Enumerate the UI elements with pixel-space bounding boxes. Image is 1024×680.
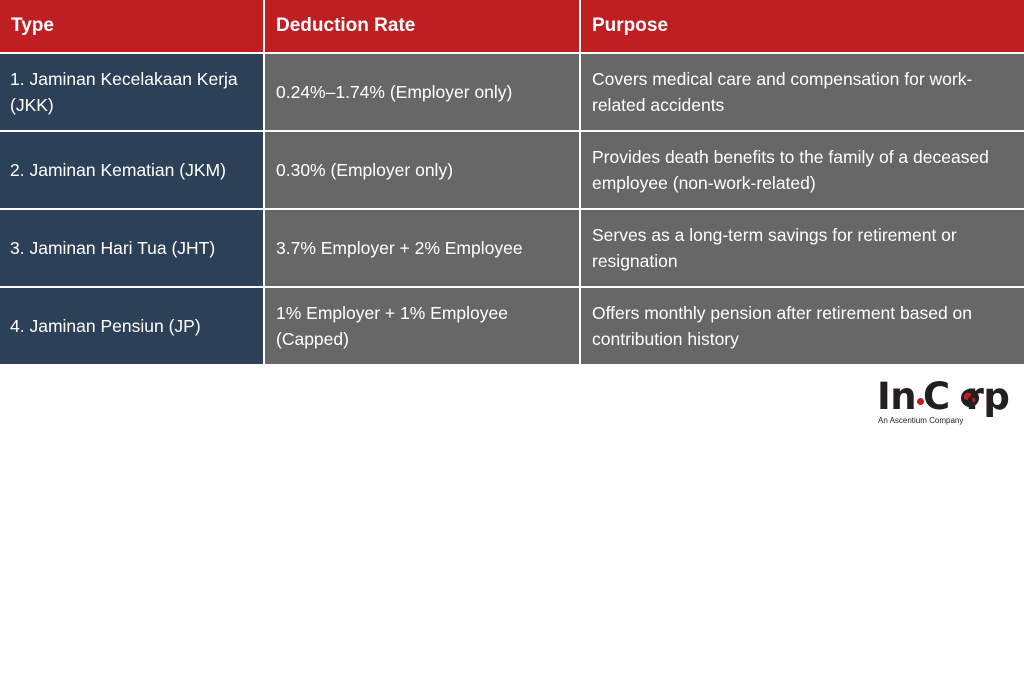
row-2-rate: 0.30% (Employer only) bbox=[265, 132, 579, 208]
row-1-rate: 0.24%–1.74% (Employer only) bbox=[265, 54, 579, 130]
row-4-purpose: Offers monthly pension after retirement … bbox=[581, 288, 1024, 364]
incorp-logo: In C rp An Ascentium Company bbox=[877, 377, 1017, 427]
row-3-purpose: Serves as a long-term savings for retire… bbox=[581, 210, 1024, 286]
logo-dot bbox=[917, 398, 924, 405]
row-3-rate: 3.7% Employer + 2% Employee bbox=[265, 210, 579, 286]
header-type: Type bbox=[0, 0, 263, 52]
deduction-table: Type Deduction Rate Purpose 1. Jaminan K… bbox=[0, 0, 1024, 364]
row-4-type: 4. Jaminan Pensiun (JP) bbox=[0, 288, 263, 364]
header-deduction-rate: Deduction Rate bbox=[265, 0, 579, 52]
row-1-purpose: Covers medical care and compensation for… bbox=[581, 54, 1024, 130]
row-3-type: 3. Jaminan Hari Tua (JHT) bbox=[0, 210, 263, 286]
row-2-purpose: Provides death benefits to the family of… bbox=[581, 132, 1024, 208]
header-purpose: Purpose bbox=[581, 0, 1024, 52]
logo-tagline: An Ascentium Company bbox=[878, 416, 964, 425]
globe-icon bbox=[961, 389, 979, 407]
logo-wordmark: In C rp bbox=[877, 375, 1010, 418]
row-2-type: 2. Jaminan Kematian (JKM) bbox=[0, 132, 263, 208]
row-4-rate: 1% Employer + 1% Employee (Capped) bbox=[265, 288, 579, 364]
row-1-type: 1. Jaminan Kecelakaan Kerja (JKK) bbox=[0, 54, 263, 130]
